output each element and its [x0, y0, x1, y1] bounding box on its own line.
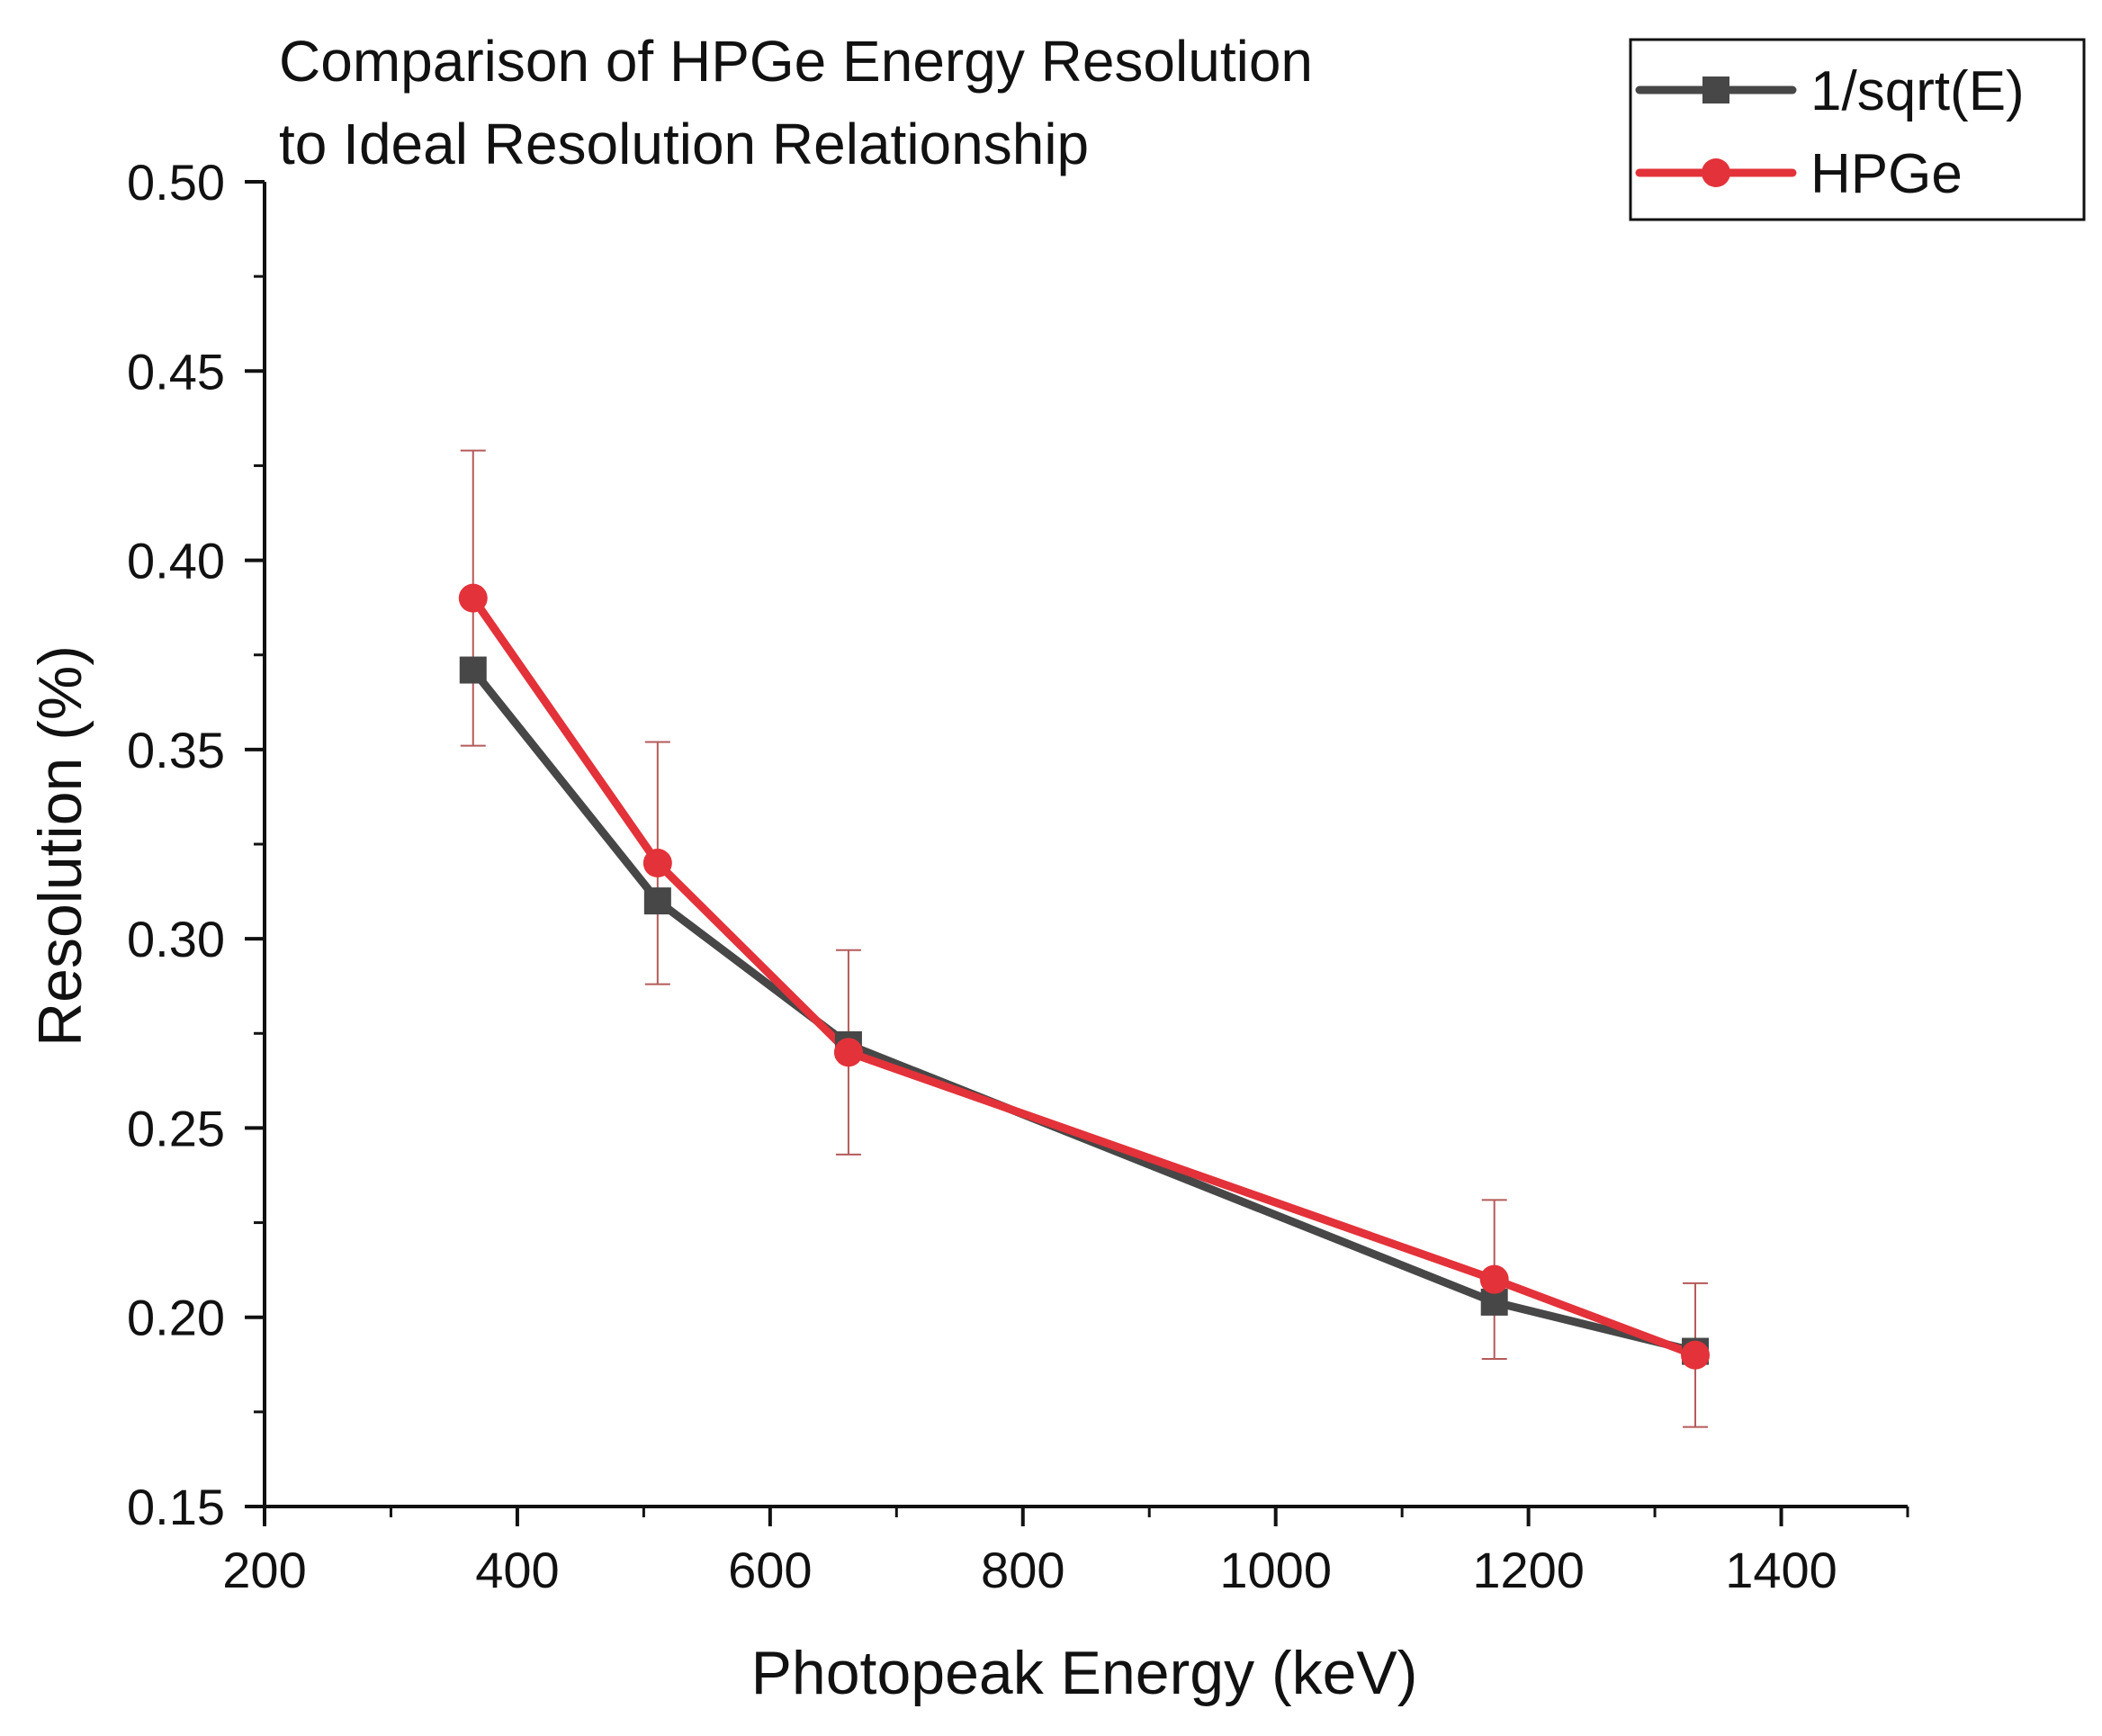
- data-point-square: [459, 656, 487, 684]
- error-bars: [460, 449, 1709, 1428]
- series-line-1: [469, 666, 1700, 1356]
- y-tick-label: 0.30: [127, 911, 225, 967]
- chart-title-line-2: to Ideal Resolution Relationship: [279, 112, 1089, 176]
- legend-marker-circle: [1702, 158, 1730, 187]
- y-tick-label: 0.45: [127, 343, 225, 400]
- axes: [263, 182, 1908, 1508]
- data-point-circle: [458, 583, 488, 613]
- legend-marker-square: [1702, 76, 1729, 103]
- series-markers: [458, 583, 1711, 1370]
- x-tick-label: 200: [222, 1542, 306, 1598]
- y-tick-label: 0.40: [127, 533, 225, 589]
- legend-label: 1/sqrt(E): [1810, 60, 2025, 122]
- x-tick-label: 1400: [1725, 1542, 1837, 1598]
- y-tick-label: 0.20: [127, 1290, 225, 1346]
- y-axis-label: Resolution (%): [26, 645, 94, 1047]
- y-tick-label: 0.25: [127, 1100, 225, 1156]
- x-axis-ticks: 200 400 600 800 1000 1200 1400: [222, 1507, 1909, 1598]
- x-tick-label: 1200: [1472, 1542, 1585, 1598]
- data-point-square: [643, 887, 671, 915]
- y-tick-label: 0.15: [127, 1479, 225, 1535]
- x-tick-label: 1000: [1219, 1542, 1332, 1598]
- legend: 1/sqrt(E) HPGe: [1629, 38, 2086, 221]
- chart-title: Comparison of HPGe Energy Resolution to I…: [279, 29, 1313, 176]
- legend-box: [1629, 38, 2086, 221]
- series-line-2: [469, 594, 1700, 1360]
- y-tick-label: 0.35: [127, 722, 225, 778]
- x-axis-label: Photopeak Energy (keV): [751, 1639, 1418, 1707]
- x-tick-label: 800: [981, 1542, 1064, 1598]
- chart-title-line-1: Comparison of HPGe Energy Resolution: [279, 29, 1313, 94]
- x-tick-label: 400: [475, 1542, 559, 1598]
- data-point-circle: [1681, 1340, 1711, 1370]
- data-point-circle: [1479, 1264, 1509, 1294]
- data-point-circle: [642, 849, 672, 878]
- y-tick-label: 0.50: [127, 154, 225, 211]
- data-point-circle: [833, 1038, 863, 1067]
- y-axis-ticks: 0.15 0.20 0.25 0.30 0.35 0.40 0.45 0.50: [127, 154, 265, 1535]
- series-lines: [469, 594, 1700, 1360]
- x-tick-label: 600: [728, 1542, 812, 1598]
- legend-label: HPGe: [1810, 143, 1963, 205]
